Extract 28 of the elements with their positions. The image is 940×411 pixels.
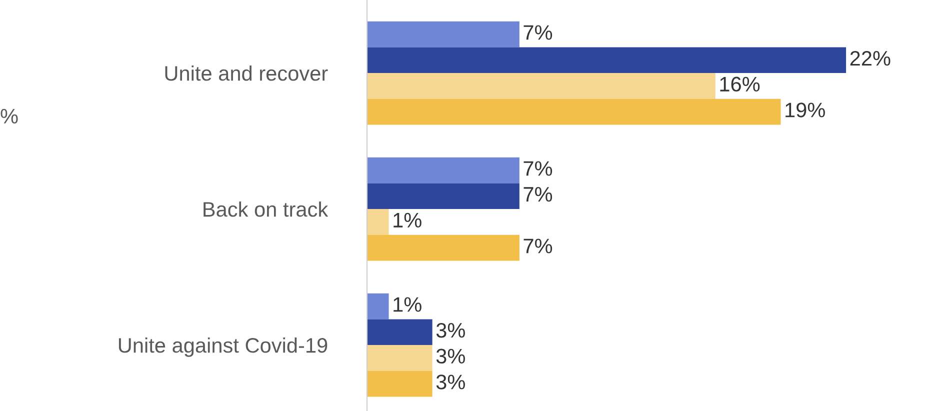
y-tick-label: Back on track xyxy=(204,201,328,217)
bar xyxy=(367,73,716,99)
bar xyxy=(367,98,781,125)
bar xyxy=(367,21,520,48)
bar xyxy=(367,234,520,261)
data-label: 19% xyxy=(786,102,825,118)
data-label: 3% xyxy=(436,374,465,390)
data-label: 3% xyxy=(436,322,465,338)
data-label: 7% xyxy=(524,238,552,254)
data-label: 3% xyxy=(436,348,465,364)
bar xyxy=(367,370,432,397)
data-label: 16% xyxy=(720,76,760,92)
data-label: 7% xyxy=(524,25,552,40)
bar xyxy=(367,345,432,371)
data-label: 1% xyxy=(394,212,422,228)
data-label: 22% xyxy=(850,50,890,66)
bar xyxy=(367,209,389,235)
data-label: 1% xyxy=(394,297,422,312)
y-tick-label: Unite and recover xyxy=(165,65,328,81)
bar xyxy=(367,319,432,346)
data-label: 7% xyxy=(524,161,552,176)
bar xyxy=(367,183,520,210)
bar xyxy=(367,293,389,320)
data-label: 7% xyxy=(524,187,552,202)
text: % xyxy=(0,108,18,124)
bar xyxy=(367,47,846,74)
bar xyxy=(367,157,520,184)
y-tick-label: Unite against Covid-19 xyxy=(118,337,328,357)
